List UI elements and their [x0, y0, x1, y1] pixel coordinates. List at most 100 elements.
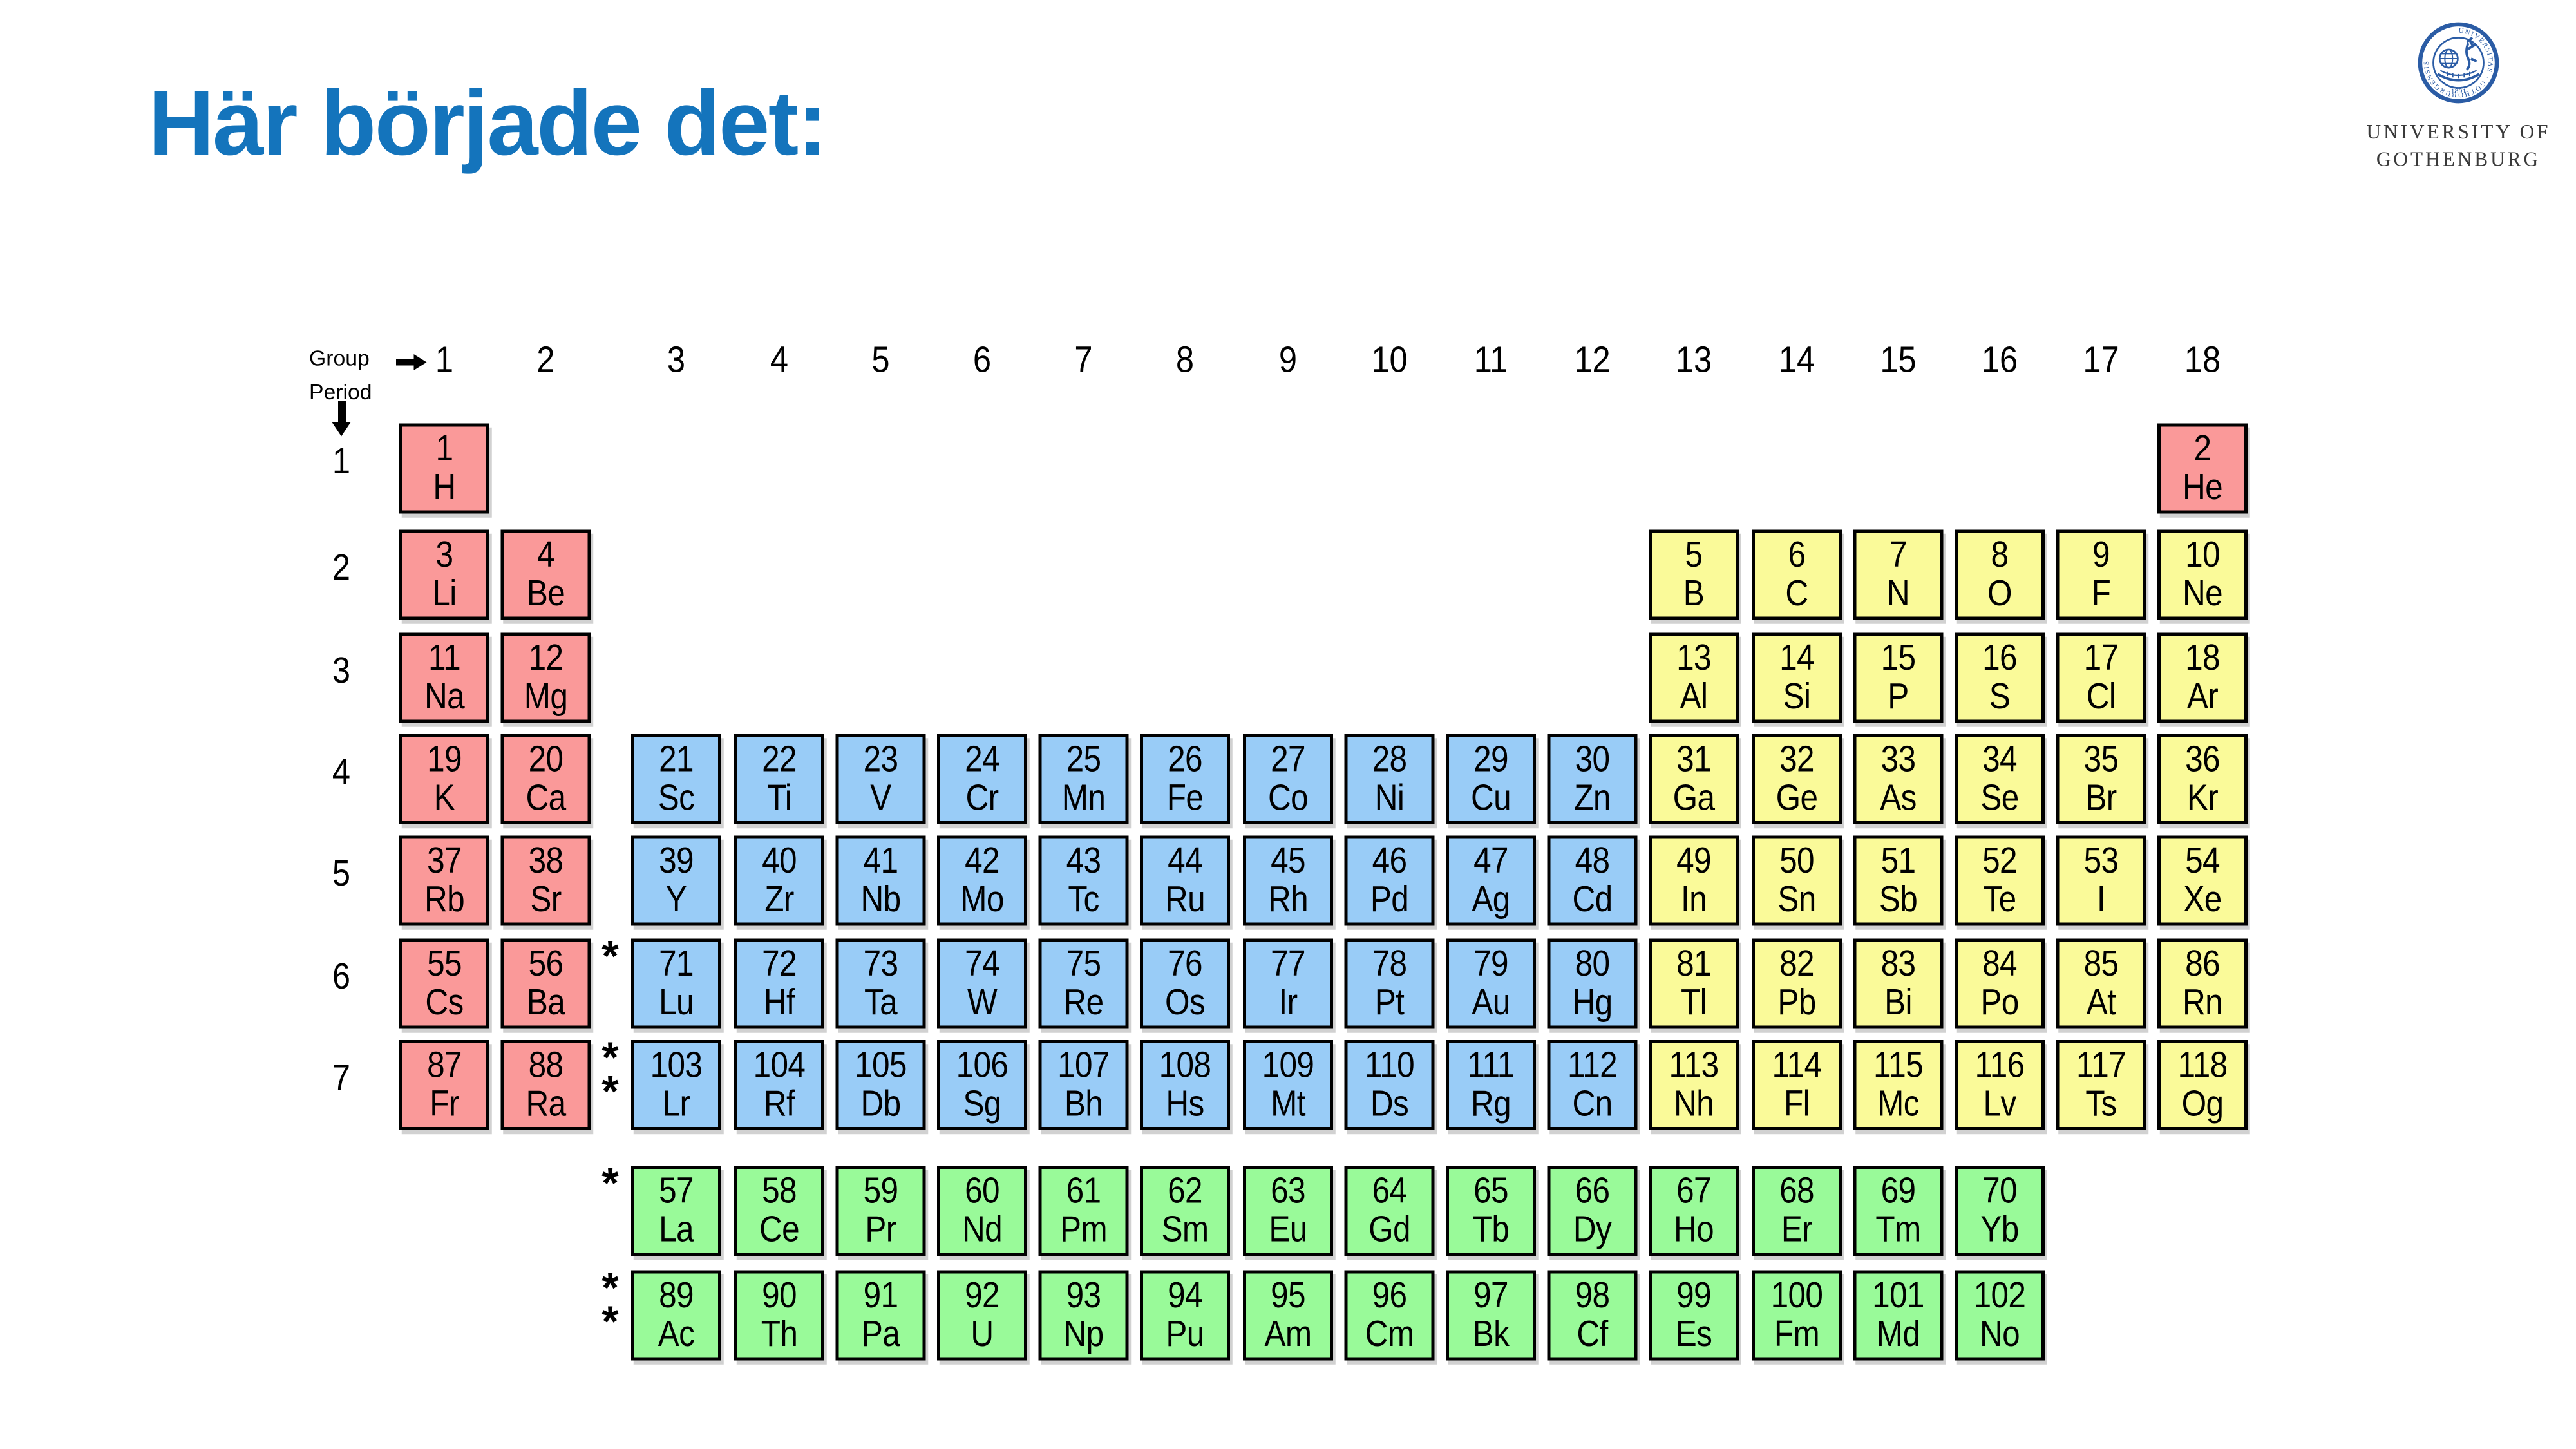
atomic-number: 96 — [1372, 1275, 1406, 1316]
asterisk-icon: * — [601, 1264, 619, 1312]
element-symbol: Si — [1782, 676, 1810, 717]
down-arrow-icon — [332, 401, 353, 437]
element-symbol: N — [1886, 573, 1909, 614]
element-cell: 76 Os — [1140, 938, 1231, 1029]
element-cell: 46 Pd — [1343, 835, 1434, 926]
element-symbol: Ts — [2085, 1083, 2117, 1124]
element-symbol: Sm — [1162, 1209, 1210, 1249]
element-symbol: Mn — [1062, 777, 1106, 818]
asterisk-icon: * — [601, 932, 619, 981]
element-symbol: Ni — [1374, 777, 1404, 818]
atomic-number: 65 — [1473, 1170, 1508, 1211]
element-cell: 22 Ti — [733, 734, 824, 824]
atomic-number: 11 — [427, 638, 460, 678]
atomic-number: 44 — [1168, 840, 1203, 881]
element-cell: 53 I — [2056, 835, 2146, 926]
element-symbol: S — [1989, 676, 2011, 717]
element-cell: 54 Xe — [2157, 835, 2248, 926]
element-symbol: Bk — [1472, 1314, 1510, 1354]
element-symbol: Db — [860, 1083, 901, 1124]
atomic-number: 31 — [1677, 739, 1712, 779]
atomic-number: 46 — [1372, 840, 1406, 881]
element-cell: 19 K — [398, 734, 489, 824]
element-cell: 107 Bh — [1038, 1040, 1129, 1130]
element-symbol: Cd — [1572, 879, 1613, 920]
element-symbol: Xe — [2184, 879, 2222, 920]
atomic-number: 75 — [1066, 943, 1101, 984]
atomic-number: 59 — [863, 1170, 898, 1211]
element-cell: 38 Sr — [500, 835, 591, 926]
asterisk-icon: * — [601, 1034, 619, 1082]
atomic-number: 9 — [2092, 535, 2111, 575]
atomic-number: 117 — [2076, 1045, 2126, 1085]
element-symbol: Tb — [1472, 1209, 1510, 1249]
element-cell: 72 Hf — [733, 938, 824, 1029]
element-cell: 74 W — [937, 938, 1027, 1029]
element-cell: 16 S — [1955, 632, 2045, 723]
element-symbol: Hs — [1166, 1083, 1205, 1124]
atomic-number: 52 — [1982, 840, 2017, 881]
element-cell: 102 No — [1955, 1270, 2045, 1361]
element-cell: 109 Mt — [1242, 1040, 1332, 1130]
fblock-marker: * * — [589, 1264, 631, 1342]
element-cell: 97 Bk — [1446, 1270, 1536, 1361]
atomic-number: 40 — [761, 840, 796, 881]
element-cell: 44 Ru — [1140, 835, 1231, 926]
group-number: 13 — [1676, 339, 1713, 380]
atomic-number: 20 — [528, 739, 563, 779]
element-cell: 56 Ba — [500, 938, 591, 1029]
element-symbol: Zr — [764, 879, 793, 920]
element-cell: 3 Li — [398, 529, 489, 620]
atomic-number: 56 — [528, 943, 563, 984]
element-cell: 99 Es — [1649, 1270, 1739, 1361]
element-cell: 116 Lv — [1955, 1040, 2045, 1130]
atomic-number: 51 — [1880, 840, 1915, 881]
right-arrow-icon — [396, 354, 428, 370]
element-cell: 117 Ts — [2056, 1040, 2146, 1130]
atomic-number: 24 — [965, 739, 999, 779]
element-symbol: Fr — [429, 1083, 459, 1124]
element-cell: 31 Ga — [1649, 734, 1739, 824]
atomic-number: 63 — [1270, 1170, 1305, 1211]
element-cell: 18 Ar — [2157, 632, 2248, 723]
element-symbol: Re — [1063, 982, 1104, 1023]
element-cell: 58 Ce — [733, 1166, 824, 1256]
atomic-number: 32 — [1779, 739, 1814, 779]
element-cell: 24 Cr — [937, 734, 1027, 824]
asterisk-icon: * — [601, 1066, 619, 1115]
atomic-number: 70 — [1982, 1170, 2017, 1211]
atomic-number: 55 — [426, 943, 461, 984]
atomic-number: 21 — [659, 739, 694, 779]
element-cell: 91 Pa — [835, 1270, 925, 1361]
atomic-number: 99 — [1677, 1275, 1712, 1316]
element-cell: 26 Fe — [1140, 734, 1231, 824]
group-number: 1 — [434, 339, 453, 380]
atomic-number: 1 — [435, 428, 453, 469]
element-cell: 79 Au — [1446, 938, 1536, 1029]
element-symbol: Pm — [1060, 1209, 1108, 1249]
atomic-number: 61 — [1066, 1170, 1101, 1211]
element-symbol: Cl — [2087, 676, 2116, 717]
element-cell: 20 Ca — [500, 734, 591, 824]
element-cell: 112 Cn — [1547, 1040, 1638, 1130]
element-symbol: Yb — [1980, 1209, 2019, 1249]
element-cell: 59 Pr — [835, 1166, 925, 1256]
element-symbol: Ta — [864, 982, 897, 1023]
element-symbol: C — [1785, 573, 1808, 614]
element-symbol: Ga — [1673, 777, 1716, 818]
element-cell: 14 Si — [1750, 632, 1841, 723]
slide-title: Här började det: — [148, 72, 828, 176]
element-symbol: Ne — [2183, 573, 2224, 614]
element-symbol: Es — [1676, 1314, 1713, 1354]
element-symbol: As — [1879, 777, 1917, 818]
element-cell: 25 Mn — [1038, 734, 1129, 824]
atomic-number: 26 — [1168, 739, 1203, 779]
element-cell: 27 Co — [1242, 734, 1332, 824]
element-symbol: In — [1681, 879, 1708, 920]
element-symbol: Li — [431, 573, 456, 614]
element-cell: 110 Ds — [1343, 1040, 1434, 1130]
element-cell: 61 Pm — [1038, 1166, 1129, 1256]
group-number: 18 — [2184, 339, 2222, 380]
